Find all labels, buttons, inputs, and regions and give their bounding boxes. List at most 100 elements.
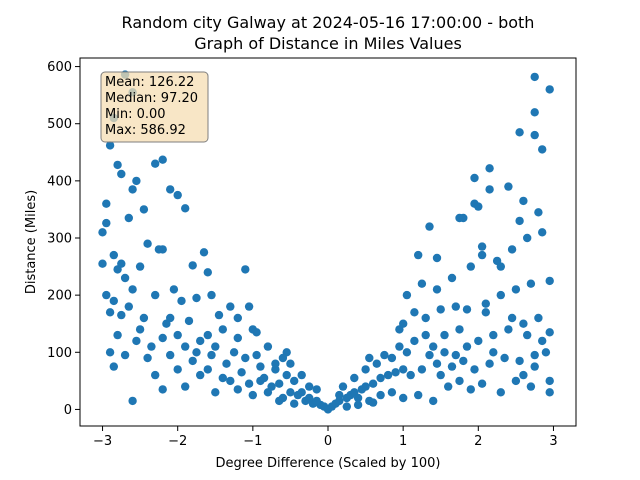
scatter-point — [335, 390, 344, 400]
scatter-point — [282, 370, 291, 380]
scatter-point — [218, 373, 227, 383]
scatter-point — [440, 348, 449, 357]
chart-title-line-1: Random city Galway at 2024-05-16 17:00:0… — [122, 13, 535, 32]
scatter-point — [417, 279, 427, 288]
scatter-point — [192, 293, 201, 303]
scatter-point — [425, 222, 434, 231]
scatter-point — [361, 382, 370, 391]
scatter-point — [181, 204, 190, 213]
scatter-point — [481, 308, 490, 317]
scatter-point — [147, 342, 156, 351]
scatter-point — [387, 388, 397, 397]
scatter-point — [545, 388, 554, 397]
scatter-point — [489, 348, 498, 357]
scatter-point — [222, 359, 231, 368]
scatter-point — [432, 359, 442, 368]
scatter-point — [267, 382, 276, 391]
scatter-point — [305, 382, 314, 391]
scatter-point — [173, 365, 182, 374]
scatter-point — [444, 382, 453, 391]
scatter-point — [519, 319, 528, 328]
scatter-point — [432, 253, 442, 263]
y-tick-label: 600 — [47, 60, 72, 75]
scatter-point — [402, 290, 412, 300]
scatter-point — [462, 305, 472, 314]
x-tick-label: 0 — [324, 434, 332, 449]
stats-median: Median: 97.20 — [105, 91, 198, 106]
scatter-point — [402, 348, 412, 357]
scatter-point — [177, 296, 186, 306]
scatter-point — [241, 265, 250, 274]
scatter-point — [459, 213, 468, 223]
scatter-point — [511, 376, 521, 386]
scatter-point — [451, 302, 460, 311]
scatter-point — [158, 385, 167, 394]
scatter-point — [248, 390, 257, 400]
scatter-point — [474, 336, 483, 346]
scatter-point — [515, 216, 524, 226]
scatter-point — [481, 299, 490, 308]
scatter-point — [113, 160, 122, 170]
scatter-point — [436, 305, 445, 314]
scatter-point — [241, 353, 250, 363]
scatter-point — [447, 273, 457, 283]
scatter-point — [203, 268, 212, 277]
scatter-point — [109, 296, 119, 306]
scatter-point — [425, 350, 434, 360]
scatter-point — [504, 325, 513, 334]
scatter-point — [252, 328, 261, 337]
scatter-point — [538, 336, 547, 346]
scatter-point — [511, 285, 521, 294]
y-tick-label: 400 — [47, 174, 72, 189]
scatter-point — [275, 396, 284, 406]
scatter-point — [166, 350, 175, 360]
scatter-point — [124, 213, 133, 223]
scatter-point — [496, 262, 505, 271]
scatter-point — [151, 370, 160, 380]
scatter-point — [436, 370, 445, 380]
scatter-point — [534, 208, 543, 217]
scatter-point — [181, 342, 190, 351]
scatter-point — [214, 310, 224, 320]
scatter-point — [218, 325, 227, 334]
scatter-point — [120, 350, 130, 360]
scatter-point — [98, 259, 107, 268]
scatter-point — [545, 85, 554, 94]
scatter-point — [335, 396, 344, 406]
scatter-point — [417, 365, 427, 374]
scatter-point — [135, 262, 145, 271]
scatter-point — [399, 393, 408, 403]
scatter-point — [526, 382, 536, 391]
scatter-point — [211, 342, 220, 351]
scatter-point — [244, 379, 254, 388]
scatter-point — [541, 348, 551, 357]
scatter-point — [474, 202, 483, 211]
scatter-point — [380, 350, 389, 360]
scatter-point — [421, 313, 430, 323]
scatter-point — [342, 402, 351, 411]
scatter-point — [451, 350, 460, 360]
scatter-point — [414, 390, 423, 400]
x-tick-label: 1 — [399, 434, 407, 449]
scatter-point — [181, 382, 190, 391]
scatter-point — [545, 276, 554, 286]
scatter-point — [466, 385, 475, 394]
scatter-point — [447, 362, 457, 371]
scatter-point — [143, 239, 152, 248]
scatter-point — [98, 228, 107, 237]
scatter-point — [485, 164, 494, 173]
scatter-point — [455, 325, 464, 334]
chart-title-line-2: Graph of Distance in Miles Values — [194, 34, 462, 53]
scatter-point — [286, 388, 295, 397]
x-tick-label: 2 — [474, 434, 482, 449]
scatter-point — [158, 333, 167, 343]
scatter-point — [406, 370, 415, 380]
scatter-point — [109, 362, 119, 371]
y-axis-label: Distance (Miles) — [24, 190, 39, 294]
scatter-point — [414, 250, 423, 260]
scatter-point — [365, 353, 374, 363]
scatter-point — [312, 385, 321, 394]
scatter-point — [395, 342, 404, 351]
scatter-point — [271, 359, 280, 368]
scatter-point — [440, 330, 449, 340]
